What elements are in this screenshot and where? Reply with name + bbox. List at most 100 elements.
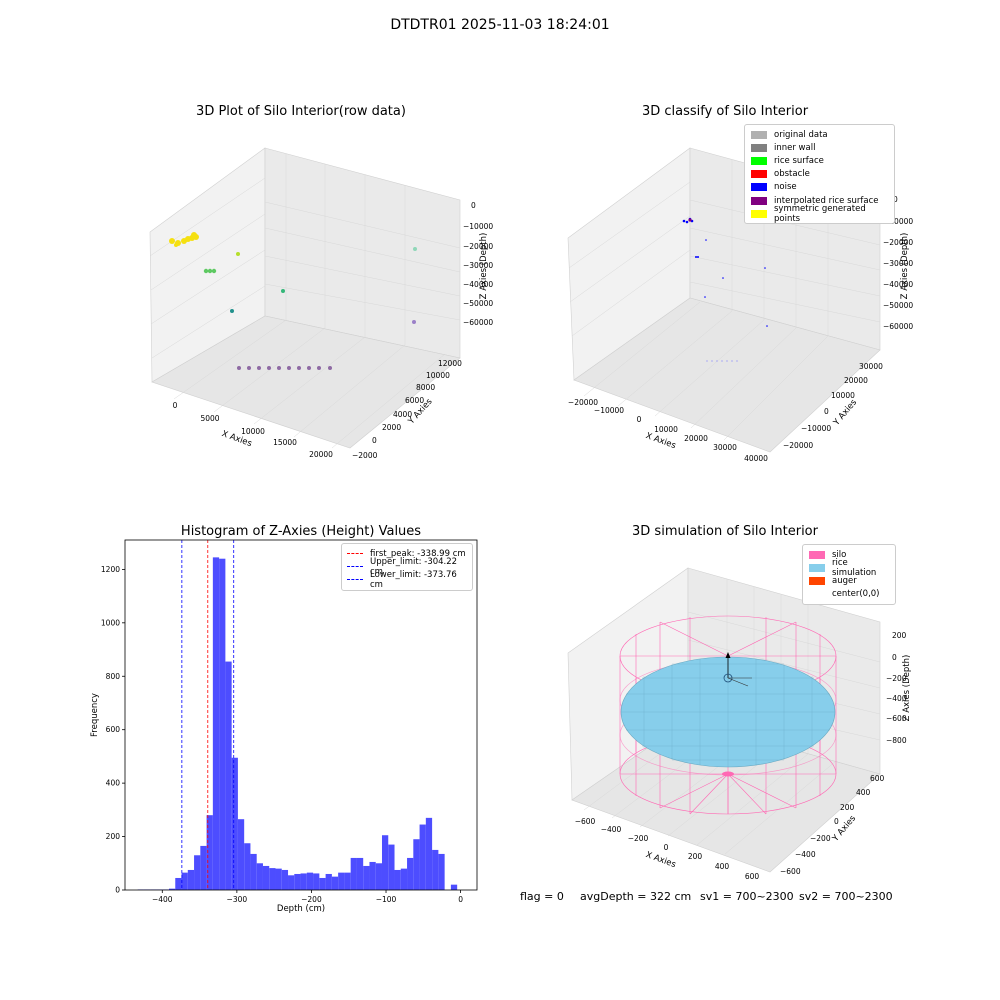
- raw-z-tick-2: −20000: [463, 242, 493, 251]
- histogram-y-tick-label: 200: [106, 832, 121, 841]
- simulation-z-label: Z Axies (Depth): [902, 655, 912, 722]
- classify-x-tick-3: 10000: [654, 425, 678, 434]
- histogram-bar: [225, 661, 232, 890]
- histogram-x-tick-label: −200: [301, 895, 322, 904]
- histogram-legend-item: Lower_limit: -373.76 cm: [347, 570, 467, 590]
- classify-y-tick-1: −10000: [801, 424, 831, 433]
- histogram-bar: [194, 855, 201, 890]
- simulation-y-ticks: −600 −400 −200 0 200 400 600: [780, 774, 885, 876]
- histogram-bar: [450, 884, 458, 890]
- legend-label: inner wall: [774, 142, 816, 153]
- histogram-y-tick-label: 1200: [101, 565, 120, 574]
- simulation-x-label: X Axies: [644, 850, 677, 870]
- classify-z-tick-6: −60000: [883, 322, 913, 331]
- legend-label: rice surface: [774, 155, 824, 166]
- classify-y-tick-3: 10000: [831, 391, 855, 400]
- histogram-bar: [187, 869, 195, 890]
- simulation-x-tick-3: 0: [664, 843, 669, 852]
- histogram-bar: [275, 868, 282, 890]
- legend-line: [347, 566, 363, 568]
- histogram-bar: [231, 757, 238, 890]
- raw-y-ticks: −2000 0 2000 4000 6000 8000 10000 12000: [352, 359, 462, 460]
- histogram-y-ticks: 0 200 400 600 800 1000 1200: [101, 565, 125, 895]
- raw-y-tick-5: 8000: [416, 383, 435, 392]
- histogram-x-tick-label: −100: [376, 895, 397, 904]
- simulation-legend-item: center(0,0): [809, 588, 889, 601]
- histogram-bar: [143, 889, 151, 890]
- raw-x-tick-3: 15000: [273, 438, 297, 447]
- histogram-bar: [407, 857, 414, 890]
- legend-swatch: [751, 156, 767, 165]
- simulation-y-label: Y Axies: [830, 813, 858, 844]
- raw-plot-title: 3D Plot of Silo Interior(row data): [196, 104, 406, 119]
- classify-x-tick-4: 20000: [684, 434, 708, 443]
- simulation-z-tick-1: 0: [892, 653, 897, 662]
- histogram-y-tick-label: 600: [106, 725, 121, 734]
- simulation-z-tick-3: −400: [886, 694, 907, 703]
- simulation-plot-title: 3D simulation of Silo Interior: [632, 524, 818, 539]
- raw-y-tick-6: 10000: [426, 371, 450, 380]
- simulation-z-ticks: 200 0 −200 −400 −600 −800: [886, 631, 907, 745]
- classify-x-tick-0: −20000: [568, 398, 598, 407]
- histogram-bar: [350, 857, 357, 890]
- legend-swatch: [751, 196, 767, 205]
- raw-z-tick-1: −10000: [463, 222, 493, 231]
- legend-line: [347, 579, 363, 581]
- legend-swatch: [751, 143, 767, 152]
- histogram-bar: [237, 819, 245, 890]
- silo-bottom-center: [722, 771, 734, 777]
- histogram-frame: [124, 539, 478, 891]
- legend-label: Upper_limit: -304.22 cm: [370, 556, 458, 577]
- rice-surface-grid: [621, 657, 835, 767]
- simulation-y-tick-2: −200: [810, 834, 831, 843]
- histogram-y-tick-label: 0: [115, 886, 120, 895]
- histogram-bar: [331, 876, 339, 890]
- histogram-x-label: Depth (cm): [277, 904, 325, 914]
- classify-z-tick-2: −20000: [883, 238, 913, 247]
- rice-simulation-surface: [620, 656, 836, 768]
- histogram-bar: [169, 888, 176, 890]
- simulation-x-tick-1: −400: [601, 825, 622, 834]
- simulation-z-tick-5: −800: [886, 736, 907, 745]
- histogram-reference-lines: [181, 540, 235, 890]
- classify-legend-item: inner wall: [751, 141, 888, 154]
- classify-y-label: Y Axies: [831, 397, 859, 428]
- legend-label: symmetric generated points: [774, 203, 866, 224]
- legend-label: Lower_limit: -373.76 cm: [370, 569, 457, 590]
- classify-z-tick-3: −30000: [883, 259, 913, 268]
- simulation-legend-item: rice simulation: [809, 558, 889, 578]
- simulation-x-tick-6: 600: [745, 872, 760, 881]
- histogram-bar: [206, 815, 213, 890]
- histogram-legend-item: Upper_limit: -304.22 cm: [347, 557, 467, 577]
- sv1-text: sv1 = 700~2300: [700, 890, 794, 903]
- histogram-bar: [356, 857, 364, 890]
- simulation-y-tick-3: 0: [834, 817, 839, 826]
- histogram-bar: [288, 875, 295, 890]
- histogram-bar: [306, 872, 314, 890]
- histogram-legend-item: first_peak: -338.99 cm: [347, 547, 467, 560]
- classify-legend-item: noise: [751, 181, 888, 194]
- histogram-bar: [150, 889, 157, 890]
- histogram-bar: [250, 853, 257, 890]
- simulation-x-ticks: −600 −400 −200 0 200 400 600: [575, 817, 760, 881]
- raw-z-ticks: 0 −10000 −20000 −30000 −40000 −50000 −60…: [463, 201, 493, 327]
- histogram-y-label: Frequency: [90, 693, 100, 737]
- classify-plot-title: 3D classify of Silo Interior: [641, 104, 809, 119]
- legend-swatch: [751, 209, 767, 218]
- histogram-bar: [181, 872, 188, 890]
- legend-label: noise: [774, 182, 797, 193]
- histogram-bar: [344, 872, 351, 890]
- histogram-bar: [413, 839, 420, 890]
- histogram-bar: [438, 853, 445, 890]
- simulation-y-tick-4: 200: [840, 803, 855, 812]
- histogram-bar: [325, 873, 332, 890]
- classify-z-label: Z Axies (Depth): [900, 233, 910, 300]
- flag-text: flag = 0: [520, 890, 564, 903]
- legend-swatch: [809, 576, 825, 585]
- auger-marker: [723, 652, 752, 687]
- classify-legend-item: original data: [751, 128, 888, 141]
- legend-label: rice simulation: [832, 557, 877, 578]
- histogram-title: Histogram of Z-Axies (Height) Values: [180, 524, 422, 539]
- legend-label: auger: [832, 575, 857, 586]
- raw-y-tick-4: 6000: [405, 396, 424, 405]
